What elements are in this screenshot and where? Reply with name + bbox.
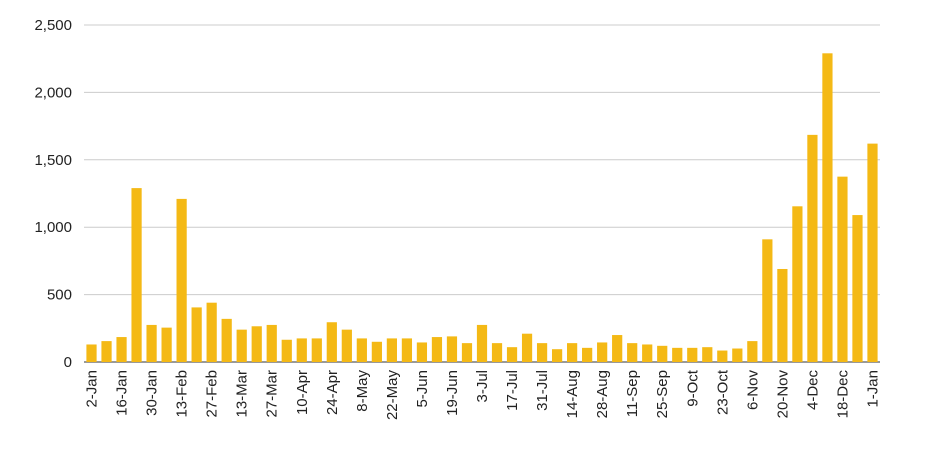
bar (551, 349, 563, 362)
bar (717, 350, 728, 362)
bar (657, 345, 668, 362)
y-tick-label: 2,500 (34, 17, 72, 34)
x-tick-label: 5-Jun (414, 370, 431, 408)
x-tick-label: 16-Jan (114, 370, 131, 416)
bar (161, 327, 172, 362)
bar (146, 324, 157, 362)
bar (281, 339, 292, 362)
bar (777, 268, 788, 362)
bar (491, 343, 503, 362)
bar (371, 341, 382, 362)
x-tick-label: 27-Feb (204, 370, 221, 418)
y-tick-label: 2,000 (34, 84, 72, 101)
bar (461, 343, 473, 362)
bar (296, 338, 307, 362)
x-tick-label: 3-Jul (474, 370, 491, 403)
bar (536, 343, 548, 362)
bar (251, 326, 262, 362)
x-tick-label: 13-Feb (174, 370, 191, 418)
bar (506, 347, 518, 362)
x-tick-label: 18-Dec (834, 370, 851, 419)
bar (476, 324, 488, 362)
bar (101, 341, 112, 362)
bar (386, 338, 397, 362)
bar (762, 239, 773, 362)
bar (852, 215, 863, 362)
bar (191, 307, 202, 362)
bar (446, 336, 458, 362)
bar (236, 329, 247, 362)
y-tick-label: 500 (47, 287, 72, 304)
bar (401, 338, 413, 362)
bar (356, 338, 367, 362)
bar (206, 302, 217, 362)
bar (521, 333, 533, 362)
bar (732, 348, 743, 362)
bar (311, 338, 322, 362)
x-tick-label: 19-Jun (444, 370, 461, 416)
y-tick-label: 1,500 (34, 152, 72, 169)
bar (221, 318, 232, 362)
x-tick-label: 10-Apr (294, 370, 311, 415)
bar (702, 347, 713, 362)
bar (837, 176, 848, 362)
bar (86, 344, 97, 362)
x-tick-label: 30-Jan (144, 370, 161, 416)
x-tick-label: 28-Aug (594, 370, 611, 418)
x-tick-label: 27-Mar (264, 370, 281, 418)
x-tick-label: 14-Aug (564, 370, 581, 418)
bar (642, 344, 653, 362)
bar (807, 134, 818, 362)
bar (176, 198, 187, 362)
x-tick-label: 6-Nov (744, 370, 761, 411)
bar (822, 53, 833, 363)
bar (341, 329, 352, 362)
bar (747, 341, 758, 362)
bar (597, 342, 608, 362)
x-tick-label: 8-May (354, 370, 371, 412)
bar (416, 342, 428, 362)
bar (567, 343, 578, 362)
bar (116, 337, 127, 362)
x-tick-label: 23-Oct (714, 369, 731, 415)
x-tick-label: 22-May (384, 370, 401, 421)
bar (582, 347, 593, 362)
bar (131, 188, 142, 362)
bar (627, 343, 638, 362)
x-tick-label: 11-Sep (624, 370, 641, 417)
bar (792, 206, 803, 362)
x-tick-label: 2-Jan (84, 370, 101, 408)
x-tick-label: 9-Oct (684, 369, 701, 407)
bar (867, 143, 878, 362)
x-tick-label: 25-Sep (654, 370, 671, 418)
x-tick-label: 13-Mar (234, 370, 251, 418)
bar (266, 324, 277, 362)
y-tick-label: 0 (64, 354, 72, 371)
x-tick-label: 1-Jan (864, 370, 881, 408)
x-tick-label: 31-Jul (534, 370, 551, 411)
x-tick-label: 20-Nov (774, 370, 791, 419)
bar (431, 337, 443, 362)
bar (612, 335, 623, 362)
y-tick-label: 1,000 (34, 219, 72, 236)
bar (687, 347, 698, 362)
x-tick-label: 4-Dec (804, 370, 821, 411)
bar (672, 347, 683, 362)
bar (326, 322, 337, 362)
x-tick-label: 24-Apr (324, 370, 341, 415)
x-tick-label: 17-Jul (504, 370, 521, 411)
